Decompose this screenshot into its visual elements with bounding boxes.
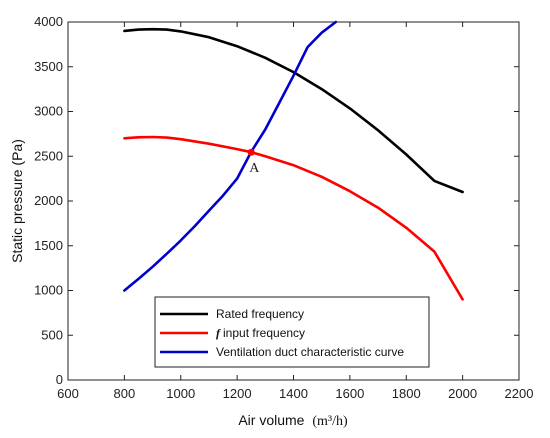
series-line-1	[123, 135, 464, 301]
annotation-point-0	[247, 148, 255, 156]
x-tick-label-1400: 1400	[279, 386, 308, 401]
x-axis-label: Air volume (m³/h)	[238, 412, 348, 429]
x-tick-label-800: 800	[114, 386, 136, 401]
y-tick-label-2500: 2500	[34, 148, 63, 163]
y-tick-label-0: 0	[56, 372, 63, 387]
y-tick-label-3000: 3000	[34, 104, 63, 119]
x-tick-label-1200: 1200	[223, 386, 252, 401]
y-tick-label-4000: 4000	[34, 14, 63, 29]
x-tick-label-600: 600	[57, 386, 79, 401]
axis-ticks: 600 800 1000 1200 1400 1600 1800 2000 2200 0 500 10…	[34, 14, 533, 401]
y-tick-label-1000: 1000	[34, 283, 63, 298]
x-tick-label-1600: 1600	[335, 386, 364, 401]
x-axis-label-unit: (m³/h)	[312, 414, 348, 429]
y-tick-label-500: 500	[41, 327, 63, 342]
x-tick-label-2000: 2000	[448, 386, 477, 401]
x-axis-label-text: Air volume	[238, 412, 304, 428]
legend-label-0: Rated frequency	[216, 307, 304, 321]
y-axis-label: Static pressure (Pa)	[9, 139, 25, 263]
legend-label-1: f input frequency	[216, 326, 305, 340]
series-line-0	[123, 27, 464, 194]
legend: Rated frequency f input frequency Ventilat…	[154, 296, 430, 368]
series-group	[123, 20, 464, 301]
annotation-label-0: A	[249, 161, 260, 176]
x-tick-label-1800: 1800	[392, 386, 421, 401]
legend-label-text-1: input frequency	[223, 326, 305, 340]
x-tick-label-1000: 1000	[166, 386, 195, 401]
x-tick-label-2200: 2200	[505, 386, 534, 401]
series-line-2	[123, 20, 338, 292]
y-tick-label-3500: 3500	[34, 59, 63, 74]
legend-label-2: Ventilation duct characteristic curve	[216, 345, 404, 359]
y-tick-label-1500: 1500	[34, 238, 63, 253]
legend-label-prefix-1: f	[216, 326, 223, 340]
legend-label-text-0: Rated frequency	[216, 307, 304, 321]
annotations-group: A	[247, 148, 260, 176]
y-tick-label-2000: 2000	[34, 193, 63, 208]
legend-label-text-2: Ventilation duct characteristic curve	[216, 345, 404, 359]
